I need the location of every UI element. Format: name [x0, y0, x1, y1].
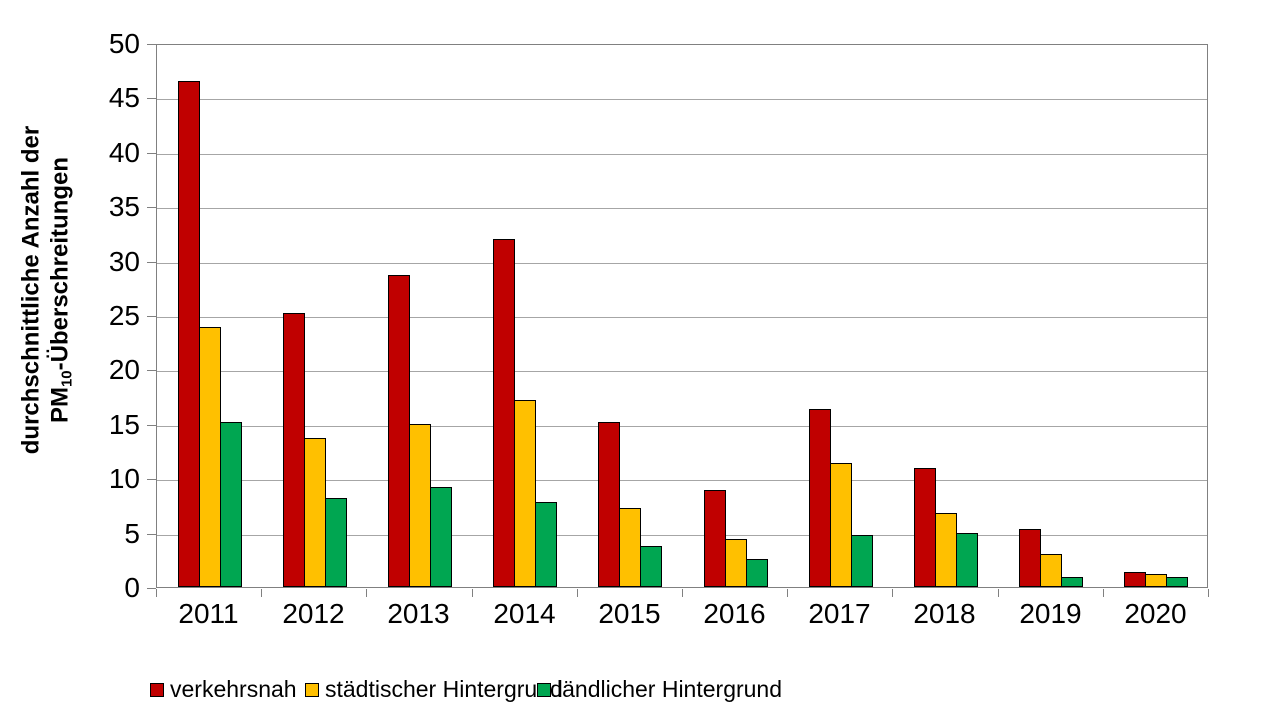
bar-2016-series0 — [704, 490, 726, 587]
bar-2013-series1 — [409, 424, 431, 587]
bar-2016-series2 — [746, 559, 768, 587]
bar-2013-series0 — [388, 275, 410, 587]
legend-label: verkehrsnah — [170, 676, 297, 702]
legend-label: ländlicher Hintergrund — [557, 676, 783, 702]
x-axis-tick — [787, 589, 788, 597]
y-axis-tick — [147, 588, 156, 589]
x-axis-tick — [892, 589, 893, 597]
bar-2018-series2 — [956, 533, 978, 587]
x-axis-tick — [261, 589, 262, 597]
bar-2019-series0 — [1019, 529, 1041, 587]
y-axis-title: durchschnittliche Anzahl der PM10-Übersc… — [18, 126, 77, 455]
bar-2018-series1 — [935, 513, 957, 587]
gridline — [157, 208, 1207, 209]
y-axis-tick — [147, 316, 156, 317]
y-axis-tick-label: 30 — [108, 246, 140, 277]
y-axis-tick-label: 0 — [124, 572, 140, 603]
y-axis-tick — [147, 370, 156, 371]
bar-2012-series2 — [325, 498, 347, 587]
y-axis-tick — [147, 425, 156, 426]
x-axis-tick — [682, 589, 683, 597]
y-axis-tick-label: 35 — [108, 191, 140, 222]
legend: verkehrsnah städtischer Hintergrund länd… — [0, 676, 1280, 716]
legend-item-staedtischer-hintergrund: städtischer Hintergrund — [305, 676, 563, 703]
y-axis-tick — [147, 153, 156, 154]
bar-2014-series1 — [514, 400, 536, 587]
legend-marker-red-icon — [150, 682, 164, 697]
y-axis-tick-label: 10 — [108, 463, 140, 494]
legend-label: städtischer Hintergrund — [325, 676, 563, 702]
y-axis-tick-label: 40 — [108, 137, 140, 168]
bar-2012-series1 — [304, 438, 326, 587]
x-axis-label-2011: 2011 — [178, 598, 239, 629]
bar-2020-series2 — [1166, 577, 1188, 587]
y-axis-title-line1: durchschnittliche Anzahl der — [17, 125, 45, 455]
gridline — [157, 154, 1207, 155]
x-axis-tick — [156, 589, 157, 597]
bar-2015-series0 — [598, 422, 620, 587]
bar-2015-series1 — [619, 508, 641, 587]
y-axis-tick-label: 45 — [108, 82, 140, 113]
bar-2020-series0 — [1124, 572, 1146, 587]
bar-2015-series2 — [640, 546, 662, 587]
x-axis-tick — [577, 589, 578, 597]
y-axis-tick-label: 15 — [108, 409, 140, 440]
gridline — [157, 426, 1207, 427]
gridline — [157, 480, 1207, 481]
x-axis-tick — [472, 589, 473, 597]
y-axis-tick — [147, 98, 156, 99]
bar-2017-series2 — [851, 535, 873, 587]
x-axis-label-2018: 2018 — [913, 598, 976, 629]
y-axis-tick-label: 5 — [124, 518, 140, 549]
y-axis-tick — [147, 44, 156, 45]
gridline — [157, 99, 1207, 100]
y-axis-tick-label: 20 — [108, 354, 140, 385]
legend-item-verkehrsnah: verkehrsnah — [150, 676, 297, 703]
legend-marker-green-icon — [537, 682, 551, 697]
bar-2019-series2 — [1061, 577, 1083, 587]
legend-marker-yellow-icon — [305, 682, 319, 697]
bar-2013-series2 — [430, 487, 452, 587]
bar-2016-series1 — [725, 539, 747, 587]
bar-2014-series2 — [535, 502, 557, 587]
x-axis-tick — [1208, 589, 1209, 597]
x-axis-label-2015: 2015 — [598, 598, 661, 629]
bar-2017-series1 — [830, 463, 852, 587]
y-axis-tick-label: 25 — [108, 300, 140, 331]
x-axis-tick — [998, 589, 999, 597]
bar-2018-series0 — [914, 468, 936, 587]
bar-2017-series0 — [809, 409, 831, 587]
bar-2012-series0 — [283, 313, 305, 587]
x-axis-tick — [366, 589, 367, 597]
legend-item-laendlicher-hintergrund: ländlicher Hintergrund — [537, 676, 782, 703]
bar-2019-series1 — [1040, 554, 1062, 587]
x-axis-label-2013: 2013 — [387, 598, 450, 629]
x-axis-label-2014: 2014 — [493, 598, 556, 629]
y-axis-tick-label: 50 — [108, 28, 140, 59]
y-axis-tick — [147, 262, 156, 263]
bar-2011-series0 — [178, 81, 200, 587]
gridline — [157, 317, 1207, 318]
gridline — [157, 371, 1207, 372]
plot-area — [156, 44, 1208, 588]
x-axis-label-2017: 2017 — [808, 598, 871, 629]
bar-2011-series1 — [199, 327, 221, 587]
x-axis-label-2020: 2020 — [1124, 598, 1187, 629]
gridline — [157, 263, 1207, 264]
x-axis-label-2019: 2019 — [1019, 598, 1082, 629]
bar-2011-series2 — [220, 422, 242, 587]
x-axis-label-2012: 2012 — [282, 598, 345, 629]
y-axis-tick — [147, 479, 156, 480]
bar-2020-series1 — [1145, 574, 1167, 587]
gridline — [157, 535, 1207, 536]
y-axis-tick — [147, 534, 156, 535]
x-axis-label-2016: 2016 — [703, 598, 766, 629]
bar-2014-series0 — [493, 239, 515, 587]
y-axis-tick — [147, 207, 156, 208]
x-axis-tick — [1103, 589, 1104, 597]
